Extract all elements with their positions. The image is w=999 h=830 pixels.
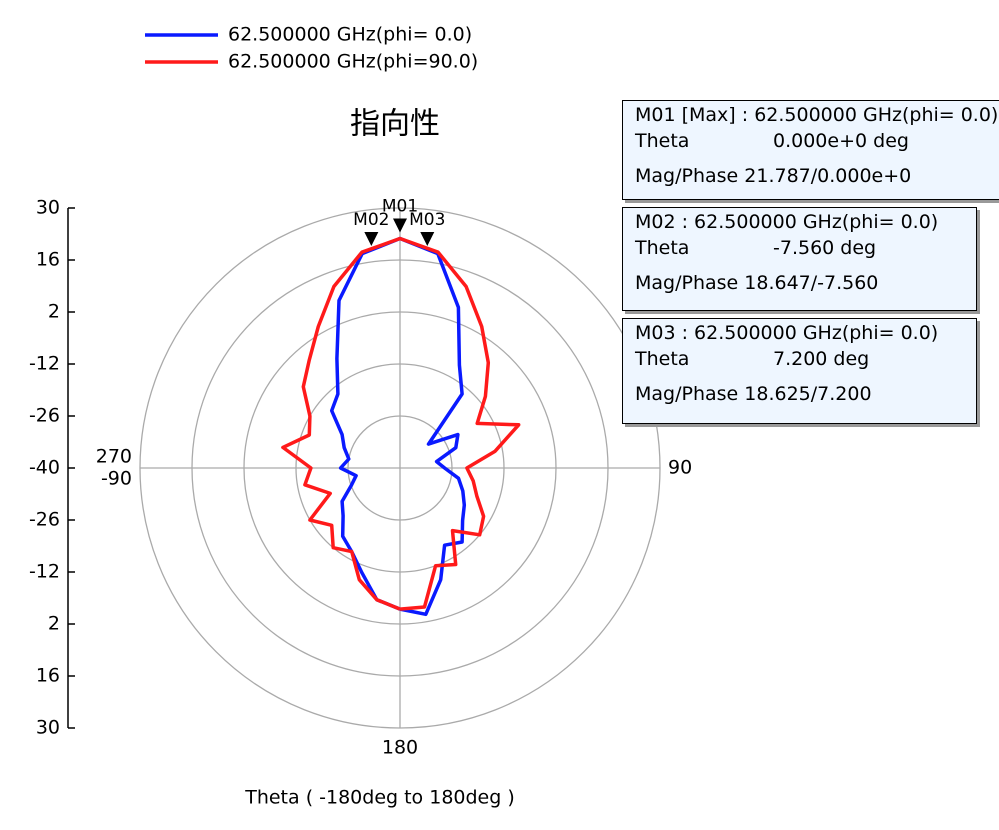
- r-tick-label: -26: [29, 405, 60, 427]
- marker-label: M02: [353, 210, 389, 230]
- marker-box: M03 : 62.500000 GHz(phi= 0.0) Theta 7.200 …: [622, 318, 977, 424]
- series-line: [329, 236, 467, 617]
- marker-text: Mag/Phase 21.787/0.000e+0: [635, 165, 912, 187]
- marker-text: 0.000e+0 deg: [773, 130, 909, 152]
- x-axis-label: Theta ( -180deg to 180deg ): [244, 787, 515, 809]
- marker-label: M01: [382, 197, 418, 217]
- r-tick-label: -12: [29, 561, 60, 583]
- marker-triangle: [393, 218, 407, 233]
- marker-text: Mag/Phase 18.625/7.200: [635, 383, 872, 405]
- r-tick-label: 30: [36, 197, 60, 219]
- r-tick-label: 2: [48, 301, 60, 323]
- angle-label: 270: [96, 446, 132, 468]
- angle-label: 90: [668, 457, 692, 479]
- chart-title: 指向性: [350, 107, 440, 142]
- marker-text: 7.200 deg: [773, 348, 870, 370]
- r-tick-label: -12: [29, 353, 60, 375]
- marker-text: Theta: [635, 237, 690, 259]
- marker-text: -7.560 deg: [773, 237, 877, 259]
- r-tick-label: -26: [29, 509, 60, 531]
- series-line: [281, 236, 521, 611]
- r-tick-label: 2: [48, 613, 60, 635]
- marker-text: Mag/Phase 18.647/-7.560: [635, 272, 879, 294]
- angle-label: -90: [101, 468, 132, 490]
- marker-label: M03: [409, 210, 445, 230]
- angle-label: 180: [382, 737, 418, 759]
- marker-box: M02 : 62.500000 GHz(phi= 0.0) Theta -7.560…: [622, 207, 977, 311]
- r-tick-label: 30: [36, 717, 60, 739]
- r-tick-label: -40: [29, 457, 60, 479]
- r-tick-label: 16: [36, 665, 60, 687]
- marker-text: Theta: [635, 130, 690, 152]
- marker-text: M03 : 62.500000 GHz(phi= 0.0): [635, 322, 939, 344]
- marker-triangle: [420, 231, 435, 246]
- marker-text: M01 [Max] : 62.500000 GHz(phi= 0.0): [635, 104, 999, 126]
- r-tick-label: 16: [36, 249, 60, 271]
- marker-text: Theta: [635, 348, 690, 370]
- marker-box: M01 [Max] : 62.500000 GHz(phi= 0.0) Theta…: [622, 100, 999, 200]
- marker-text: M02 : 62.500000 GHz(phi= 0.0): [635, 211, 939, 233]
- legend-label: 62.500000 GHz(phi=90.0): [228, 51, 478, 73]
- marker-triangle: [364, 232, 379, 247]
- legend-label: 62.500000 GHz(phi= 0.0): [228, 24, 472, 46]
